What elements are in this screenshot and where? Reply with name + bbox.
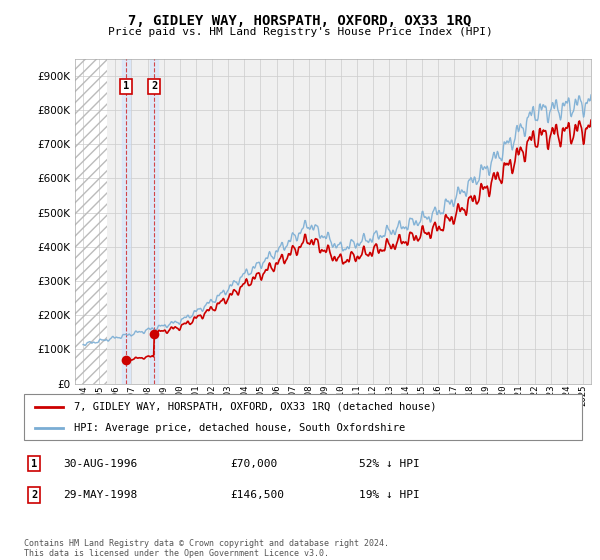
Bar <box>75 59 107 384</box>
Text: 7, GIDLEY WAY, HORSPATH, OXFORD, OX33 1RQ (detached house): 7, GIDLEY WAY, HORSPATH, OXFORD, OX33 1R… <box>74 402 437 412</box>
Text: 1: 1 <box>31 459 37 469</box>
Text: 1: 1 <box>123 81 129 91</box>
Text: £70,000: £70,000 <box>230 459 278 469</box>
FancyBboxPatch shape <box>24 394 582 440</box>
Text: 29-MAY-1998: 29-MAY-1998 <box>63 490 137 500</box>
Bar <box>122 59 130 384</box>
Text: 7, GIDLEY WAY, HORSPATH, OXFORD, OX33 1RQ: 7, GIDLEY WAY, HORSPATH, OXFORD, OX33 1R… <box>128 14 472 28</box>
Bar <box>75 59 107 384</box>
Text: £146,500: £146,500 <box>230 490 284 500</box>
Text: 2: 2 <box>151 81 157 91</box>
Text: Price paid vs. HM Land Registry's House Price Index (HPI): Price paid vs. HM Land Registry's House … <box>107 27 493 37</box>
Bar <box>150 59 158 384</box>
Text: 2: 2 <box>31 490 37 500</box>
Text: 19% ↓ HPI: 19% ↓ HPI <box>359 490 419 500</box>
Text: 30-AUG-1996: 30-AUG-1996 <box>63 459 137 469</box>
Text: Contains HM Land Registry data © Crown copyright and database right 2024.
This d: Contains HM Land Registry data © Crown c… <box>24 539 389 558</box>
Text: 52% ↓ HPI: 52% ↓ HPI <box>359 459 419 469</box>
Text: HPI: Average price, detached house, South Oxfordshire: HPI: Average price, detached house, Sout… <box>74 423 406 433</box>
